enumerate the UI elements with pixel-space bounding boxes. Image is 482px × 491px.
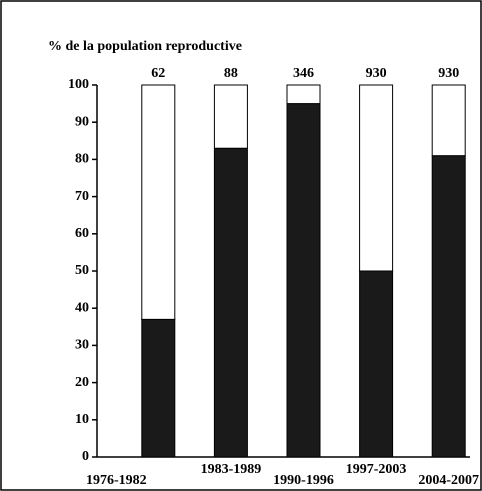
- bar-segment: [431, 84, 466, 157]
- x-tick-label: 1990-1996: [273, 473, 334, 488]
- bar-segment: [286, 103, 321, 458]
- x-tick-label: 1997-2003: [346, 462, 407, 477]
- y-axis-label: % de la population reproductive: [48, 39, 242, 54]
- y-tick-label: 90: [75, 114, 89, 129]
- y-tick-label: 0: [82, 449, 89, 464]
- bar-segment: [141, 318, 176, 458]
- y-tick-label: 50: [75, 263, 89, 278]
- y-tick-label: 70: [75, 189, 89, 204]
- bar-segment: [286, 84, 321, 105]
- x-tick-label: 1983-1989: [201, 462, 262, 477]
- y-tick-label: 20: [75, 375, 89, 390]
- bar-segment: [359, 84, 394, 272]
- bar-segment: [141, 84, 176, 320]
- bar-label: 346: [293, 66, 314, 81]
- x-tick-label: 1976-1982: [86, 473, 147, 488]
- y-tick-label: 30: [75, 338, 89, 353]
- bar-label: 88: [224, 66, 238, 81]
- bar-label: 62: [151, 66, 165, 81]
- y-tick-label: 40: [75, 300, 89, 315]
- y-tick-label: 100: [68, 77, 89, 92]
- y-tick-label: 60: [75, 226, 89, 241]
- bar-segment: [213, 84, 248, 149]
- y-tick-label: 10: [75, 412, 89, 427]
- bar-label: 930: [366, 66, 387, 81]
- bar-segment: [213, 147, 248, 458]
- bar-segment: [431, 155, 466, 458]
- bar-segment: [359, 270, 394, 458]
- y-tick-label: 80: [75, 152, 89, 167]
- x-tick-label: 2004-2007: [418, 473, 479, 488]
- bar-label: 930: [438, 66, 459, 81]
